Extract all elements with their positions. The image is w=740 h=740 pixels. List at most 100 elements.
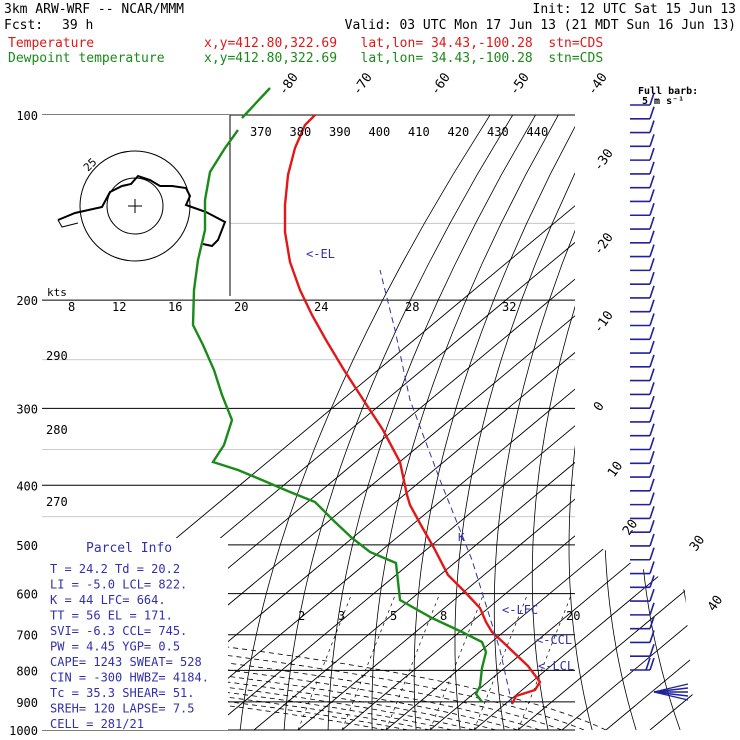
wind-barb-flag [649,437,655,450]
pressure-label-600: 600 [16,588,38,602]
dry-adiabat [531,115,650,730]
parcel-info-row: PW = 4.45 YGP= 0.5 [50,640,180,654]
wind-barb [630,120,655,134]
theta-label: 390 [329,125,351,139]
wind-barb [630,354,655,368]
wind-barb-flag [649,354,655,368]
level-label: <-LFC [502,603,538,617]
parcel-info-row: SVI= -6.3 CCL= 745. [50,624,187,638]
isotherm-label: -60 [428,70,454,98]
dry-adiabat [283,115,514,730]
temperature-trace [283,115,542,705]
dry-adiabat-label: 270 [46,495,68,509]
moist-adiabat [42,299,475,730]
wind-barb [630,630,655,644]
dewpoint-trace-top [241,87,271,119]
theta-label: 400 [369,125,391,139]
init-time: Init: 12 UTC Sat 15 Jun 13 [532,2,737,17]
wind-barb [630,230,655,244]
forecast-hour: 39 h [62,18,94,33]
wind-barb-flag [649,575,655,588]
wind-barb-flag [649,492,655,505]
wind-barb [630,519,655,533]
wind-barb-flag [649,464,655,478]
wind-barb [630,575,655,589]
dry-adiabat [493,115,627,730]
hodograph-trace [57,174,227,248]
wind-barb [630,92,655,106]
wind-barb [630,271,655,285]
wind-barb-flag [649,161,655,175]
isotherm [165,115,695,730]
mixing-ratio-label: 20 [566,609,580,623]
dewpoint-trace [191,129,488,703]
wind-barb [630,106,655,120]
parcel-info-row: CAPE= 1243 SWEAT= 528 [50,655,202,669]
wind-barb-flag [649,313,655,326]
pressure-label-400: 400 [16,479,38,493]
wind-barb [630,258,655,272]
wind-barb-flag [649,547,655,561]
pressure-label-200: 200 [16,294,38,308]
isotherm-label: -70 [350,70,376,98]
pressure-label-700: 700 [16,629,38,643]
moist-adiabat [42,299,563,730]
isotherm-label: -10 [591,308,617,336]
wind-barb-flag [649,189,655,202]
wind-barb [630,299,655,313]
isotherm [121,115,695,730]
moist-adiabat [42,299,585,730]
isotherm [429,115,695,730]
wind-barb [630,409,655,423]
parcel-info-title: Parcel Info [86,541,172,556]
level-label: <-CCL [536,633,572,647]
mixing-ratio-label: 8 [68,300,75,314]
parcel-info-row: LI = -5.0 LCL= 822. [50,578,187,592]
theta-label: 380 [290,125,312,139]
wind-barb [630,340,655,354]
mixing-ratio-line [429,593,485,730]
dewpoint-location: x,y=412.80,322.69 lat,lon= 34.43,-100.28… [204,51,604,66]
isotherm-label: 40 [705,593,726,614]
wind-barb-flag [649,230,655,244]
isotherm-label: 10 [605,459,626,480]
parcel-path [379,269,513,705]
wind-barb-flag [649,244,655,257]
barb-note-line-1: Full barb: [638,86,698,97]
wind-barb-flag [649,92,655,106]
wind-barb [630,147,655,161]
wind-barb [630,134,655,148]
isotherm-label: 20 [620,517,641,538]
hodograph: 25 kts [47,150,227,299]
model-title: 3km ARW-WRF -- NCAR/MMM [4,2,185,17]
mixing-ratio-label: 8 [440,609,447,623]
wind-barb [630,464,655,478]
parcel-info-row: K = 44 LFC= 664. [50,593,166,607]
pressure-label-100: 100 [16,109,38,123]
wind-barb [630,492,655,506]
wind-barb [630,602,655,616]
theta-label: 370 [250,125,272,139]
isotherm [561,115,695,730]
isotherm-label: -50 [507,70,533,98]
parcel-info-row: TT = 56 EL = 171. [50,609,173,623]
mixing-ratio-line [341,593,397,730]
wind-barb-flag [645,657,651,671]
wind-barb [630,533,655,547]
level-label: <-EL [306,247,335,261]
dry-adiabat-label: 280 [46,423,68,437]
dry-adiabat [371,115,559,730]
wind-barb [630,368,655,382]
wind-barb-flag [649,340,655,354]
parcel-info-panel [42,538,228,730]
isotherm [341,115,695,730]
wind-barb-flag [649,630,655,643]
wind-barb-flag [649,147,655,161]
parcel-info-row: T = 24.2 Td = 20.2 [50,562,180,576]
wind-barb [630,437,655,451]
mixing-ratio-label: 2 [298,609,305,623]
wind-barb [630,161,655,175]
pressure-label-1000: 1000 [9,724,38,738]
wind-barb [630,561,655,575]
dry-adiabat [413,115,582,730]
